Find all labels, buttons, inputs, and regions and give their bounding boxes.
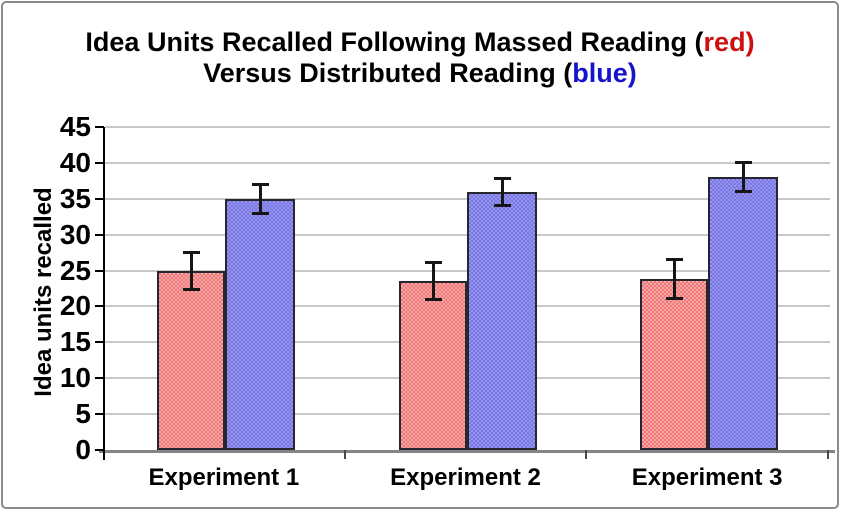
error-stem (189, 251, 193, 292)
x-axis-tick-3 (827, 450, 829, 459)
gridline-40 (105, 161, 830, 164)
y-tick-label-30: 30 (59, 218, 91, 250)
error-cap-bottom (182, 288, 200, 292)
error-cap-bottom (424, 297, 442, 301)
error-cap-bottom (735, 190, 753, 194)
title-text-2: Versus Distributed Reading ( (203, 58, 573, 88)
y-tick-label-15: 15 (59, 326, 91, 358)
y-axis-tick-0 (95, 449, 104, 451)
y-axis-tick-5 (95, 413, 104, 416)
error-stem (673, 258, 677, 300)
y-tick-label-45: 45 (59, 111, 91, 142)
y-axis-tick-15 (95, 341, 104, 344)
error-cap-bottom (493, 204, 511, 208)
y-tick-label-20: 20 (59, 290, 91, 322)
chart-title: Idea Units Recalled Following Massed Rea… (3, 27, 837, 89)
y-tick-label-10: 10 (59, 362, 91, 394)
error-cap-bottom (666, 296, 684, 300)
y-axis-tick-30 (95, 233, 104, 236)
error-bar-massed-1 (182, 251, 200, 292)
y-axis-tick-10 (95, 377, 104, 380)
chart-title-line1: Idea Units Recalled Following Massed Rea… (3, 27, 837, 58)
x-axis-tick-1 (343, 450, 346, 459)
bar-massed-3 (640, 279, 709, 450)
y-tick-label-25: 25 (59, 254, 91, 286)
y-tick-label-35: 35 (59, 182, 91, 214)
bar-distributed-3 (708, 177, 779, 450)
chart-title-line2: Versus Distributed Reading (blue) (3, 58, 837, 89)
error-stem (500, 177, 504, 208)
error-bar-massed-2 (424, 260, 442, 301)
y-tick-label-40: 40 (59, 146, 91, 178)
error-bar-massed-3 (666, 258, 684, 300)
error-cap-bottom (251, 211, 269, 215)
y-axis-bottom-tick (103, 450, 105, 460)
bar-massed-2 (398, 280, 467, 450)
y-axis-tick-35 (95, 197, 104, 200)
bar-distributed-1 (224, 198, 295, 450)
error-bar-distributed-3 (735, 161, 753, 194)
error-bar-distributed-1 (251, 182, 269, 215)
error-bar-distributed-2 (493, 177, 511, 208)
x-category-label-3: Experiment 3 (631, 464, 783, 491)
y-axis-tick-40 (95, 161, 104, 164)
title-red-word: red) (703, 27, 755, 57)
y-axis-tick-45 (95, 126, 104, 128)
x-axis-line (99, 450, 835, 453)
x-axis-tick-2 (585, 450, 588, 459)
title-blue-word: blue) (572, 58, 637, 88)
x-category-label-1: Experiment 1 (148, 464, 300, 491)
title-text-1: Idea Units Recalled Following Massed Rea… (85, 27, 704, 57)
gridline-45 (105, 126, 830, 128)
error-stem (431, 260, 435, 301)
plot-area (103, 126, 830, 450)
error-stem (258, 182, 262, 215)
y-axis-tick-25 (95, 269, 104, 272)
y-tick-label-0: 0 (75, 434, 91, 465)
y-axis-tick-20 (95, 305, 104, 308)
y-tick-label-5: 5 (75, 398, 91, 430)
bar-massed-1 (156, 271, 225, 450)
error-stem (742, 161, 746, 194)
x-category-label-2: Experiment 2 (390, 464, 541, 491)
bar-distributed-2 (466, 192, 537, 450)
